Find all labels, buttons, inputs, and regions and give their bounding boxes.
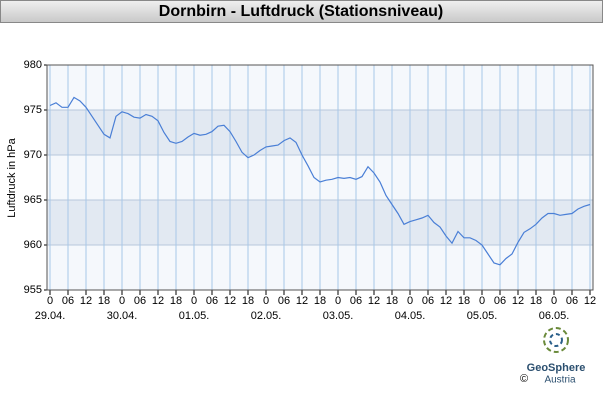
day-label: 29.04. [35, 310, 66, 322]
x-tick-label: 06 [206, 295, 218, 307]
plot-frame [46, 64, 594, 291]
chart-title: Dornbirn - Luftdruck (Stationsniveau) [159, 3, 443, 20]
y-axis-label: Luftdruck in hPa [6, 137, 18, 217]
y-tick-label: 980 [24, 59, 42, 71]
x-tick-label: 0 [479, 295, 485, 307]
x-tick-label: 0 [335, 295, 341, 307]
x-tick-label: 12 [368, 295, 380, 307]
x-tick-label: 12 [512, 295, 524, 307]
logo-icon [549, 333, 563, 347]
x-tick-label: 18 [98, 295, 110, 307]
logo-icon [543, 327, 569, 353]
x-tick-label: 12 [224, 295, 236, 307]
x-tick-label: 0 [119, 295, 125, 307]
x-tick-label: 06 [422, 295, 434, 307]
x-tick-label: 12 [440, 295, 452, 307]
logo: GeoSphere Austria © [520, 327, 586, 386]
y-tick-label: 960 [24, 239, 42, 251]
logo-sub: Austria [544, 375, 576, 386]
y-tick-label: 970 [24, 149, 42, 161]
day-label: 01.05. [179, 310, 210, 322]
y-tick-label: 955 [24, 284, 42, 296]
day-label: 30.04. [107, 310, 138, 322]
x-tick-label: 06 [350, 295, 362, 307]
x-tick-label: 0 [47, 295, 53, 307]
x-tick-label: 18 [314, 295, 326, 307]
day-label: 05.05. [467, 310, 498, 322]
copyright: © [520, 373, 528, 385]
x-tick-label: 12 [296, 295, 308, 307]
x-tick-label: 18 [170, 295, 182, 307]
y-tick-label: 975 [24, 104, 42, 116]
x-tick-label: 18 [386, 295, 398, 307]
x-tick-label: 0 [263, 295, 269, 307]
x-tick-label: 0 [407, 295, 413, 307]
x-tick-label: 12 [584, 295, 596, 307]
x-tick-label: 12 [80, 295, 92, 307]
x-tick-label: 18 [458, 295, 470, 307]
line [49, 96, 591, 266]
x-tick-label: 06 [566, 295, 578, 307]
x-tick-label: 12 [152, 295, 164, 307]
x-tick-label: 06 [134, 295, 146, 307]
x-tick-label: 0 [551, 295, 557, 307]
day-label: 03.05. [323, 310, 354, 322]
x-tick-label: 06 [62, 295, 74, 307]
x-tick-label: 06 [278, 295, 290, 307]
x-tick-label: 18 [530, 295, 542, 307]
y-tick-label: 965 [24, 194, 42, 206]
x-tick-label: 0 [191, 295, 197, 307]
logo-name: GeoSphere [527, 362, 586, 374]
day-label: 02.05. [251, 310, 282, 322]
x-tick-label: 06 [494, 295, 506, 307]
day-label: 06.05. [539, 310, 570, 322]
x-tick-label: 18 [242, 295, 254, 307]
day-label: 04.05. [395, 310, 426, 322]
